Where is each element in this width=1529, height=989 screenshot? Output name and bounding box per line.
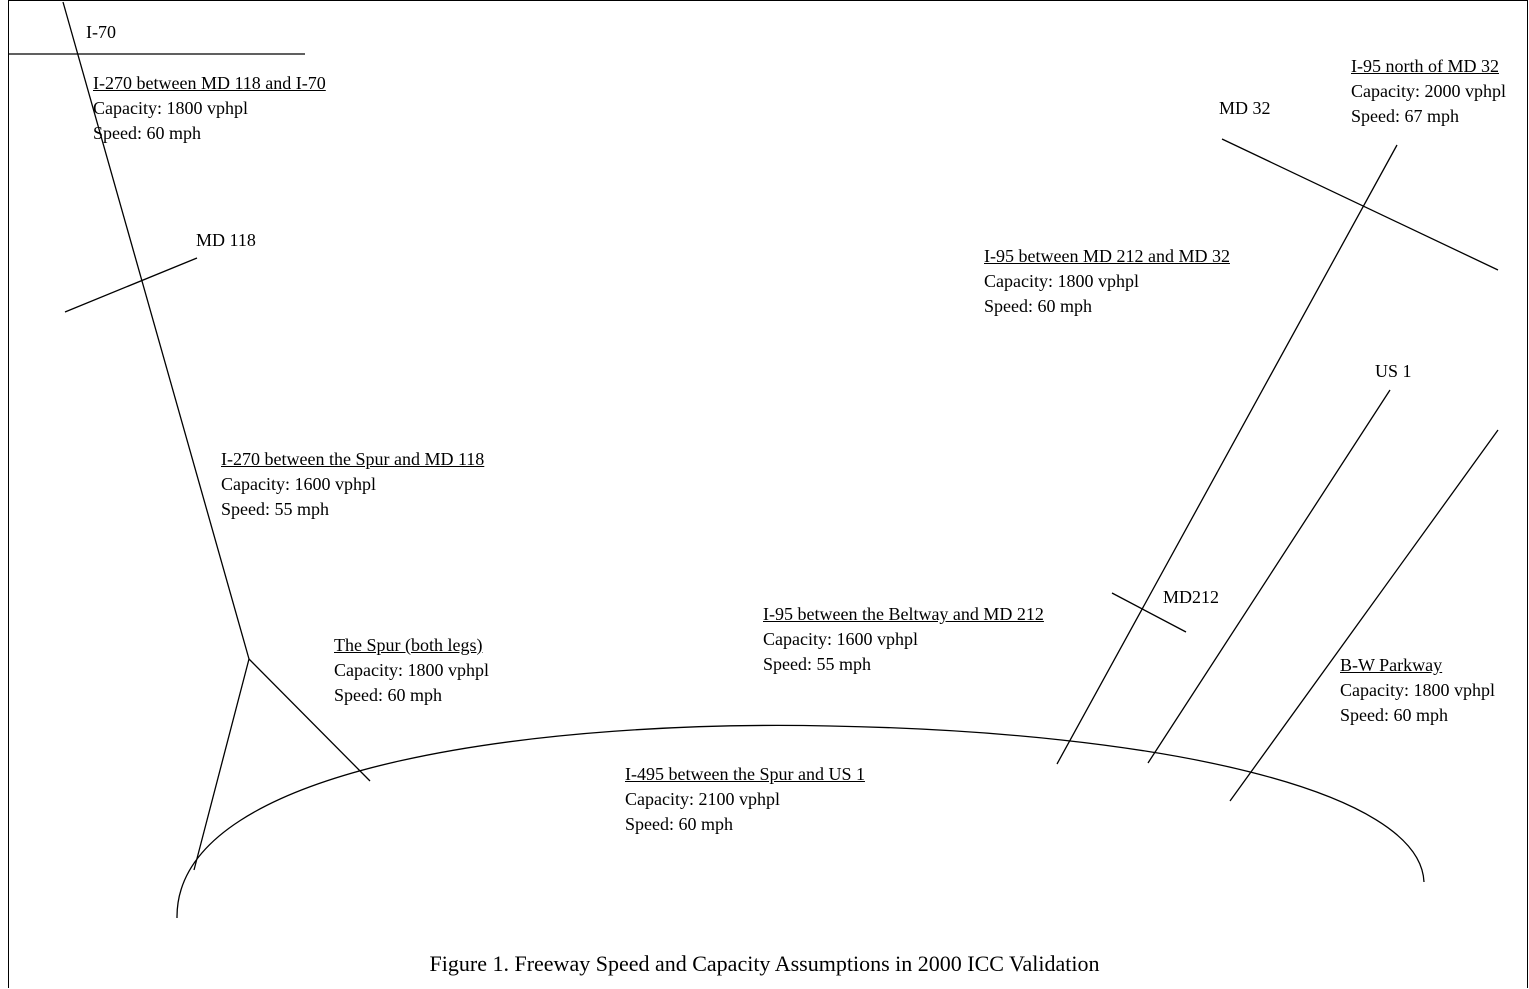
us1-line [1147, 389, 1391, 764]
segment-speed: Speed: 60 mph [93, 123, 201, 143]
segment-title: I-270 between the Spur and MD 118 [221, 449, 485, 469]
segment-title: I-495 between the Spur and US 1 [625, 764, 865, 784]
segment-speed: Speed: 60 mph [334, 685, 442, 705]
md32-line [1221, 138, 1499, 271]
bw-parkway-line [1229, 429, 1499, 802]
segment-i495: I-495 between the Spur and US 1 Capacity… [625, 762, 865, 837]
figure-frame [8, 0, 1528, 988]
segment-bw-parkway: B-W Parkway Capacity: 1800 vphpl Speed: … [1340, 653, 1495, 728]
segment-speed: Speed: 55 mph [221, 499, 329, 519]
segment-speed: Speed: 60 mph [984, 296, 1092, 316]
segment-capacity: Capacity: 1800 vphpl [93, 98, 248, 118]
spur-west-leg [193, 658, 250, 871]
segment-title: The Spur (both legs) [334, 635, 483, 655]
segment-speed: Speed: 55 mph [763, 654, 871, 674]
i495-beltway-arc [176, 724, 1425, 919]
segment-i270-north: I-270 between MD 118 and I-70 Capacity: … [93, 71, 326, 146]
segment-i95-md212-md32: I-95 between MD 212 and MD 32 Capacity: … [984, 244, 1230, 319]
segment-speed: Speed: 67 mph [1351, 106, 1459, 126]
segment-title: I-95 north of MD 32 [1351, 56, 1499, 76]
segment-capacity: Capacity: 2100 vphpl [625, 789, 780, 809]
segment-title: I-270 between MD 118 and I-70 [93, 73, 326, 93]
md212-label: MD212 [1163, 587, 1220, 607]
md118-label: MD 118 [196, 230, 256, 250]
i270-line [62, 1, 250, 660]
segment-capacity: Capacity: 1800 vphpl [334, 660, 489, 680]
segment-i270-south: I-270 between the Spur and MD 118 Capaci… [221, 447, 484, 522]
segment-title: I-95 between the Beltway and MD 212 [763, 604, 1044, 624]
md212-line [1111, 592, 1187, 633]
segment-title: I-95 between MD 212 and MD 32 [984, 246, 1230, 266]
spur-east-leg [248, 658, 371, 782]
i70-label: I-70 [86, 22, 116, 42]
segment-capacity: Capacity: 1600 vphpl [763, 629, 918, 649]
segment-speed: Speed: 60 mph [1340, 705, 1448, 725]
segment-i95-beltway: I-95 between the Beltway and MD 212 Capa… [763, 602, 1044, 677]
md32-label: MD 32 [1219, 98, 1271, 118]
segment-capacity: Capacity: 1600 vphpl [221, 474, 376, 494]
i95-line [1056, 144, 1398, 765]
segment-capacity: Capacity: 2000 vphpl [1351, 81, 1506, 101]
segment-capacity: Capacity: 1800 vphpl [1340, 680, 1495, 700]
figure-caption: Figure 1. Freeway Speed and Capacity Ass… [429, 951, 1100, 976]
segment-capacity: Capacity: 1800 vphpl [984, 271, 1139, 291]
us1-label: US 1 [1375, 361, 1412, 381]
segment-title: B-W Parkway [1340, 655, 1443, 675]
segment-spur: The Spur (both legs) Capacity: 1800 vphp… [334, 633, 489, 708]
segment-i95-north: I-95 north of MD 32 Capacity: 2000 vphpl… [1351, 54, 1506, 129]
segment-speed: Speed: 60 mph [625, 814, 733, 834]
md118-line [64, 257, 198, 313]
